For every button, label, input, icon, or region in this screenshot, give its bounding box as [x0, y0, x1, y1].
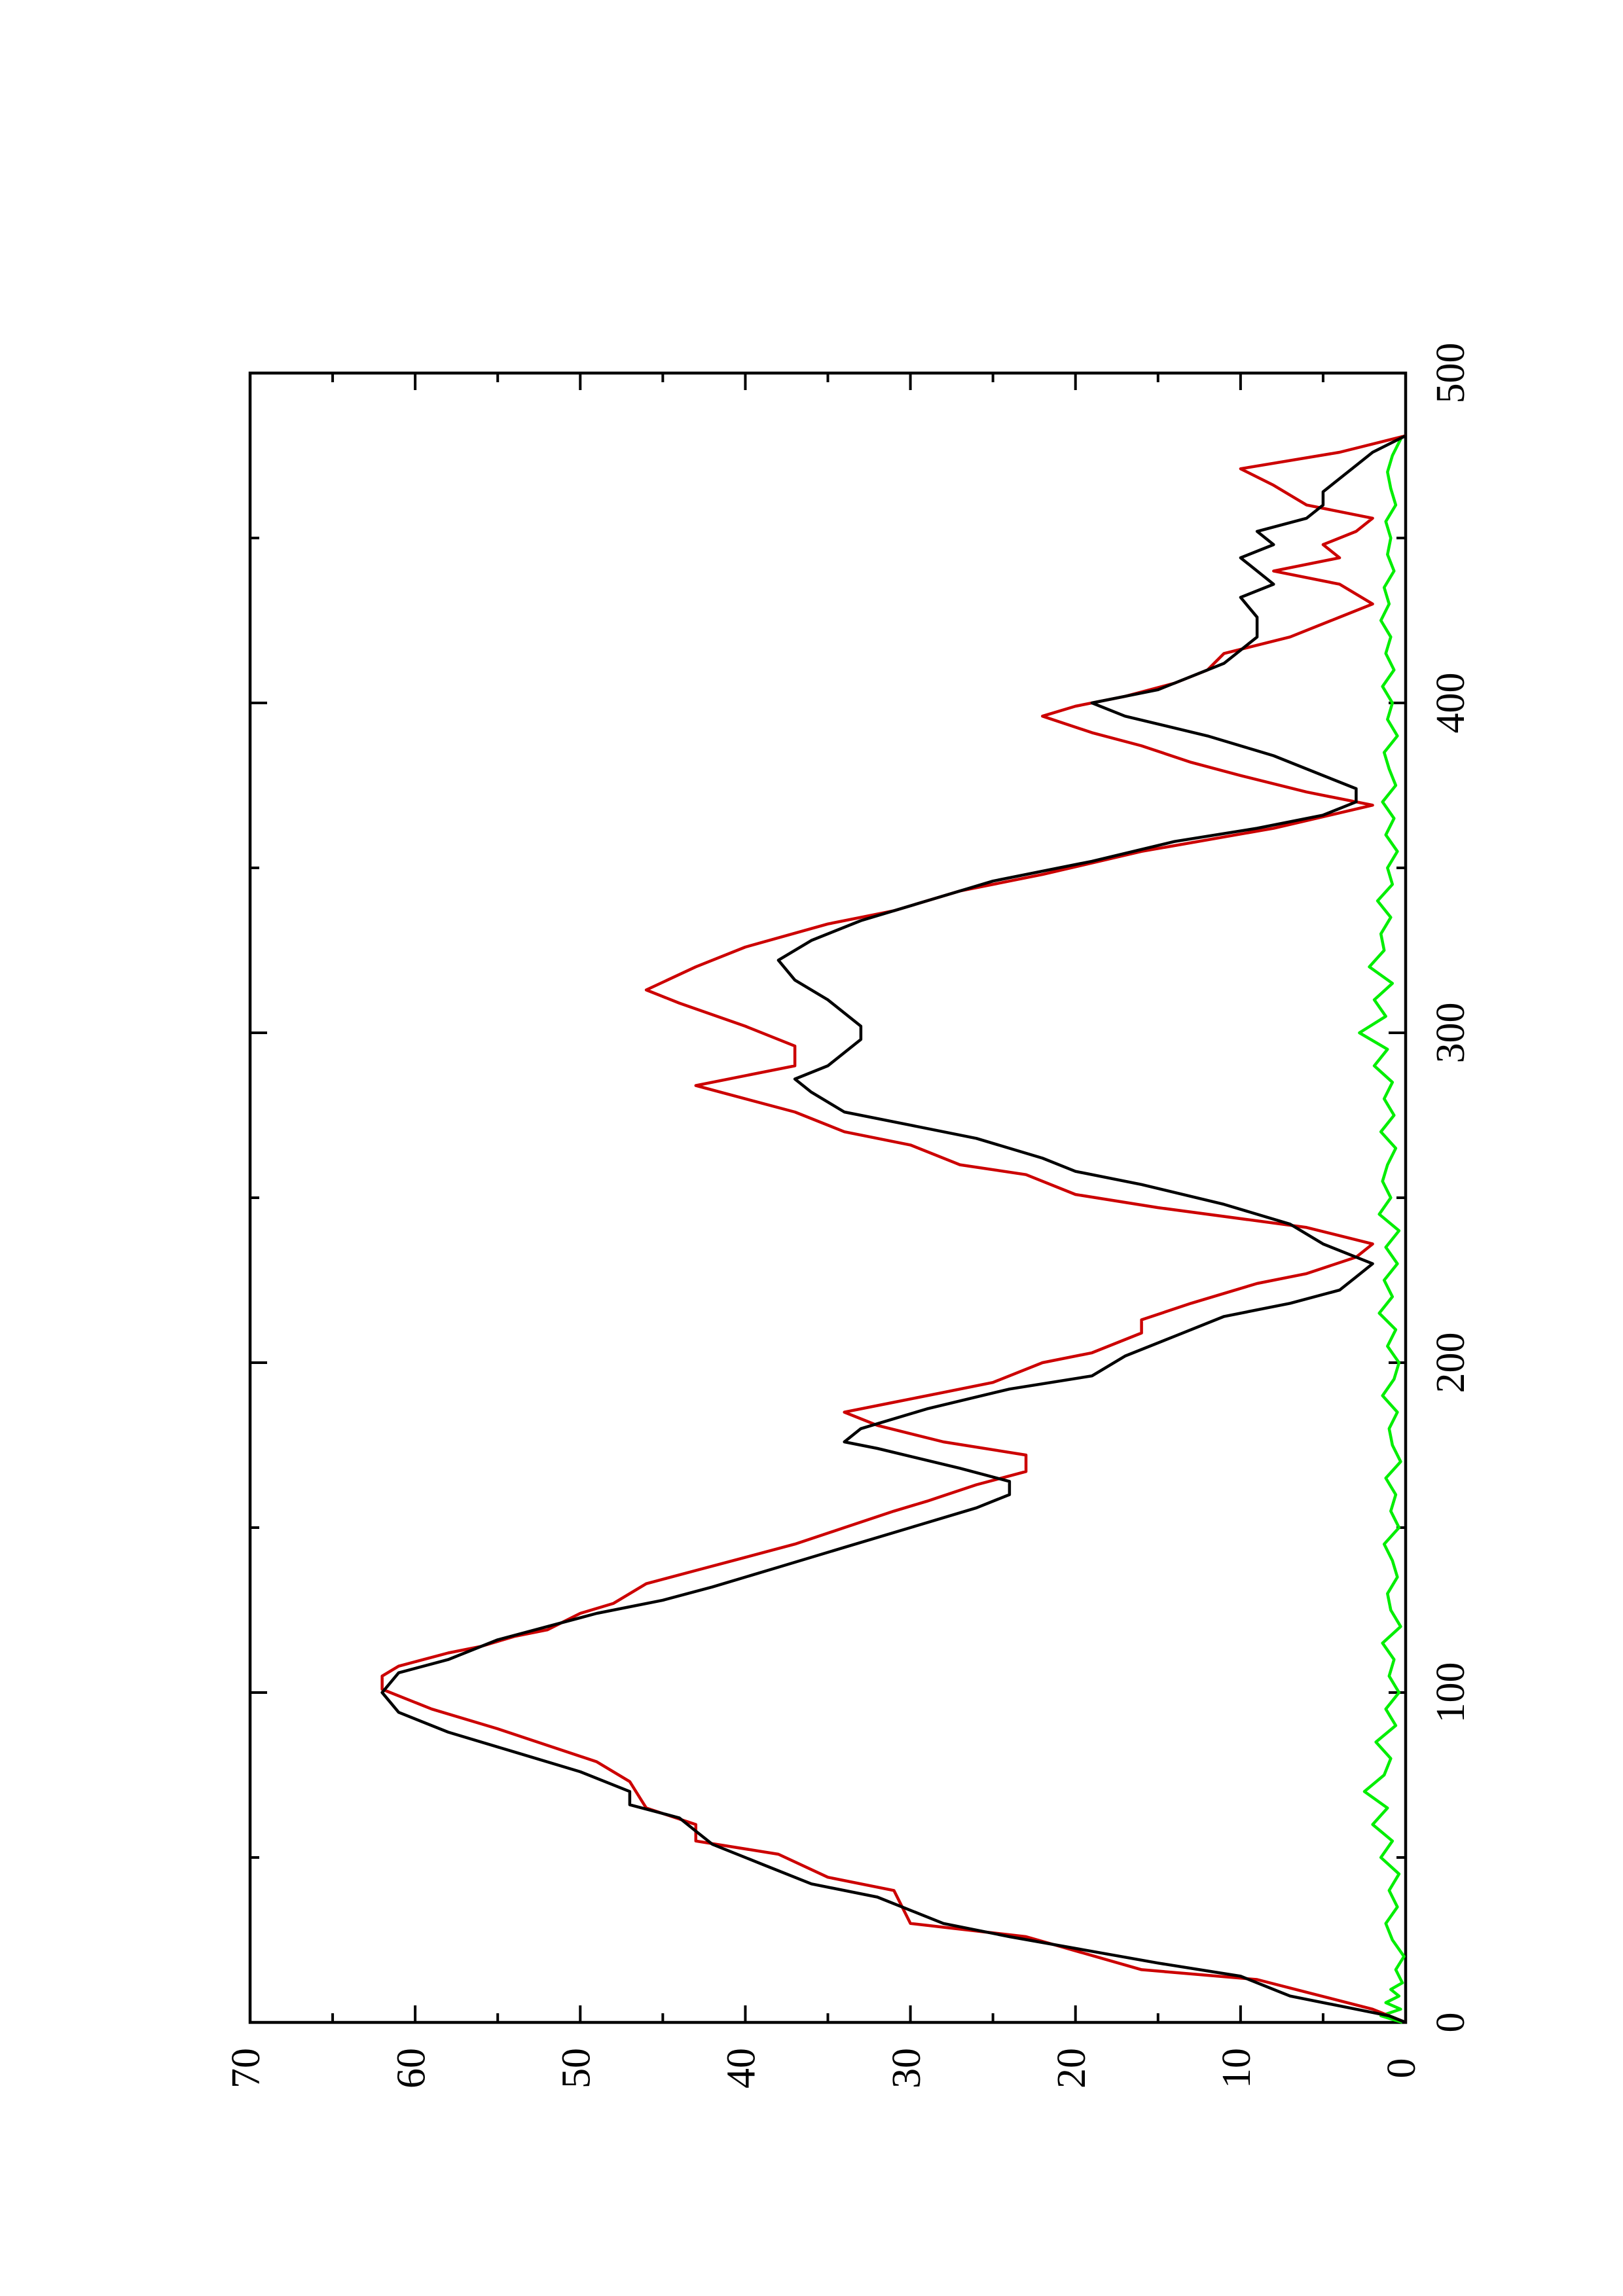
- x-tick-label: 500: [1429, 343, 1473, 404]
- x-tick-label: 300: [1429, 1003, 1473, 1064]
- series-green-line: [1358, 435, 1406, 2024]
- tick-labels: 0 100 200 300 400 500 0 10 20 30 40 50 60 70: [224, 343, 1473, 2089]
- x-tick-label: 100: [1429, 1662, 1473, 1723]
- y-tick-label: 10: [1214, 2048, 1259, 2089]
- y-tick-label: 70: [224, 2048, 268, 2089]
- y-tick-label: 50: [555, 2048, 599, 2089]
- y-tick-label: 40: [720, 2048, 764, 2089]
- y-tick-label: 0: [1379, 2058, 1424, 2079]
- y-tick-label: 20: [1049, 2048, 1094, 2089]
- series-layer: [380, 434, 1407, 2024]
- tick-marks: [249, 372, 1407, 2024]
- series-red-line: [380, 434, 1406, 2024]
- y-tick-label: 30: [884, 2048, 929, 2089]
- x-tick-label: 0: [1429, 2013, 1473, 2033]
- x-tick-label: 400: [1429, 673, 1473, 734]
- y-tick-label: 60: [389, 2048, 433, 2089]
- x-tick-label: 200: [1429, 1333, 1473, 1393]
- plot-frame: [248, 371, 1408, 2024]
- series-black-line: [380, 434, 1407, 2024]
